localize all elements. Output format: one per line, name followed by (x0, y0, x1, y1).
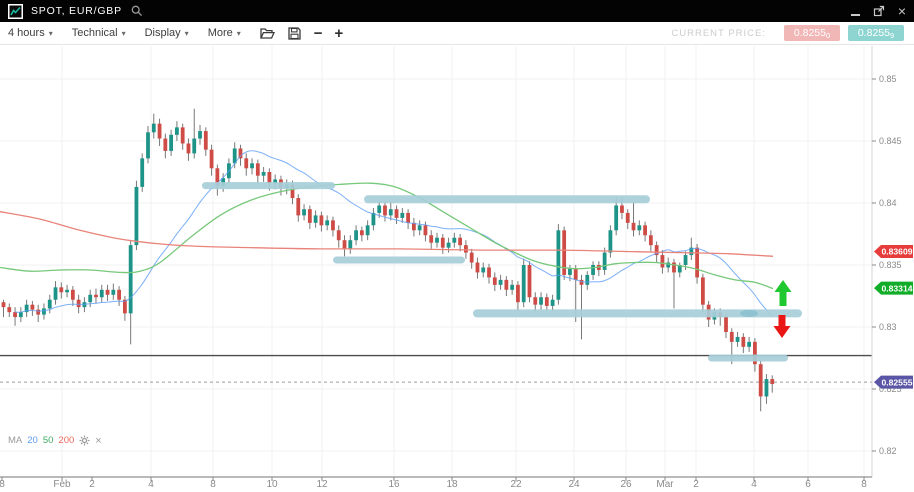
svg-text:0.85: 0.85 (879, 74, 897, 84)
chevron-down-icon: ▾ (185, 29, 189, 38)
price-chart[interactable]: 0.850.8450.840.8350.830.8250.828Feb24810… (0, 45, 914, 492)
svg-text:2: 2 (693, 479, 699, 490)
svg-text:Mar: Mar (656, 479, 674, 490)
svg-text:26: 26 (620, 479, 632, 490)
svg-text:8: 8 (210, 479, 216, 490)
svg-text:0.835: 0.835 (879, 260, 902, 270)
popout-icon[interactable] (873, 5, 885, 17)
timeframe-menu[interactable]: 4 hours▾ (8, 27, 53, 39)
svg-text:0.82: 0.82 (879, 446, 897, 456)
svg-text:12: 12 (316, 479, 328, 490)
chevron-down-icon: ▾ (122, 29, 126, 38)
svg-text:0.83609: 0.83609 (881, 247, 912, 257)
svg-text:0.83: 0.83 (879, 322, 897, 332)
svg-text:6: 6 (805, 479, 811, 490)
svg-text:Feb: Feb (53, 479, 71, 490)
svg-text:10: 10 (266, 479, 278, 490)
svg-text:18: 18 (446, 479, 458, 490)
app-logo-icon (8, 4, 23, 19)
ask-price-badge: 0.82559 (848, 25, 904, 41)
ma20-value: 20 (27, 435, 38, 446)
ma-indicator-legend: MA 20 50 200 × (8, 435, 102, 446)
chevron-down-icon: ▾ (237, 29, 241, 38)
chevron-down-icon: ▾ (49, 29, 53, 38)
close-button[interactable]: × (898, 4, 906, 18)
minimize-button[interactable] (851, 6, 860, 16)
ma50-value: 50 (43, 435, 54, 446)
svg-text:8: 8 (0, 479, 5, 490)
svg-text:0.845: 0.845 (879, 136, 902, 146)
current-price-label: CURRENT PRICE: (671, 28, 766, 39)
direction-arrows (774, 280, 792, 338)
svg-text:0.84: 0.84 (879, 198, 897, 208)
display-menu[interactable]: Display▾ (145, 27, 189, 39)
svg-text:4: 4 (751, 479, 757, 490)
zoom-out-button[interactable]: − (314, 26, 323, 41)
ma-label: MA (8, 435, 22, 446)
window-titlebar: SPOT, EUR/GBP × (0, 0, 914, 22)
svg-text:0.82555: 0.82555 (881, 377, 912, 387)
axes[interactable]: 0.850.8450.840.8350.830.8250.828Feb24810… (0, 46, 902, 490)
chart-area[interactable]: 0.850.8450.840.8350.830.8250.828Feb24810… (0, 45, 914, 492)
svg-text:2: 2 (89, 479, 95, 490)
technical-menu[interactable]: Technical▾ (72, 27, 126, 39)
ma200-value: 200 (58, 435, 74, 446)
window-controls: × (851, 4, 906, 18)
supply-demand-zones (202, 182, 802, 361)
svg-text:24: 24 (568, 479, 580, 490)
trading-app-window: { "window": { "title": "SPOT, EUR/GBP" }… (0, 0, 914, 492)
svg-text:8: 8 (861, 479, 867, 490)
save-icon[interactable] (288, 27, 301, 40)
moving-average-lines (0, 151, 773, 316)
close-indicator-icon[interactable]: × (95, 436, 101, 446)
svg-text:4: 4 (148, 479, 154, 490)
gear-icon[interactable] (79, 435, 90, 446)
window-title: SPOT, EUR/GBP (31, 5, 122, 17)
svg-text:22: 22 (510, 479, 522, 490)
chart-toolbar: 4 hours▾ Technical▾ Display▾ More▾ − + C… (0, 22, 914, 45)
zoom-in-button[interactable]: + (335, 26, 344, 41)
more-menu[interactable]: More▾ (208, 27, 241, 39)
svg-text:0.83314: 0.83314 (881, 283, 912, 293)
bid-price-badge: 0.82550 (784, 25, 840, 41)
svg-text:16: 16 (388, 479, 400, 490)
open-folder-icon[interactable] (260, 27, 275, 40)
search-icon[interactable] (131, 5, 143, 17)
